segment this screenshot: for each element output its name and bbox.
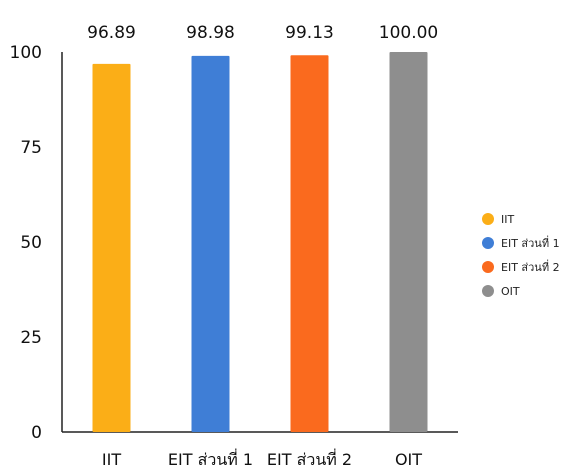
legend-entry: EIT ส่วนที่ 2 bbox=[501, 259, 560, 274]
data-label: 98.98 bbox=[186, 23, 235, 43]
y-tick-label: 0 bbox=[31, 423, 42, 443]
value-labels: 96.89 98.98 99.13 100.00 bbox=[87, 23, 438, 43]
bar bbox=[191, 55, 230, 432]
y-tick-label: 25 bbox=[20, 328, 42, 348]
x-tick-label: IIT bbox=[102, 450, 121, 469]
legend-marker bbox=[482, 261, 494, 273]
x-tick-label: EIT ส่วนที่ 1 bbox=[168, 448, 253, 469]
data-label: 96.89 bbox=[87, 23, 136, 43]
legend-entry: IIT bbox=[501, 213, 514, 226]
legend-marker bbox=[482, 237, 494, 249]
y-tick-label: 100 bbox=[10, 43, 42, 63]
legend-entry: EIT ส่วนที่ 1 bbox=[501, 235, 560, 250]
legend-marker bbox=[482, 213, 494, 225]
bar bbox=[389, 52, 428, 432]
bar bbox=[92, 63, 131, 433]
bars bbox=[92, 52, 428, 433]
data-label: 99.13 bbox=[285, 23, 334, 43]
bar bbox=[290, 55, 329, 432]
legend-entry: OIT bbox=[501, 285, 520, 298]
y-tick-label: 50 bbox=[20, 233, 42, 253]
x-tick-label: EIT ส่วนที่ 2 bbox=[267, 448, 352, 469]
x-tick-label: OIT bbox=[395, 450, 422, 469]
category-labels: IIT EIT ส่วนที่ 1 EIT ส่วนที่ 2 OIT bbox=[102, 448, 422, 469]
data-label: 100.00 bbox=[379, 23, 438, 43]
y-tick-label: 75 bbox=[20, 138, 42, 158]
legend-marker bbox=[482, 285, 494, 297]
legend: IIT EIT ส่วนที่ 1 EIT ส่วนที่ 2 OIT bbox=[482, 213, 560, 298]
